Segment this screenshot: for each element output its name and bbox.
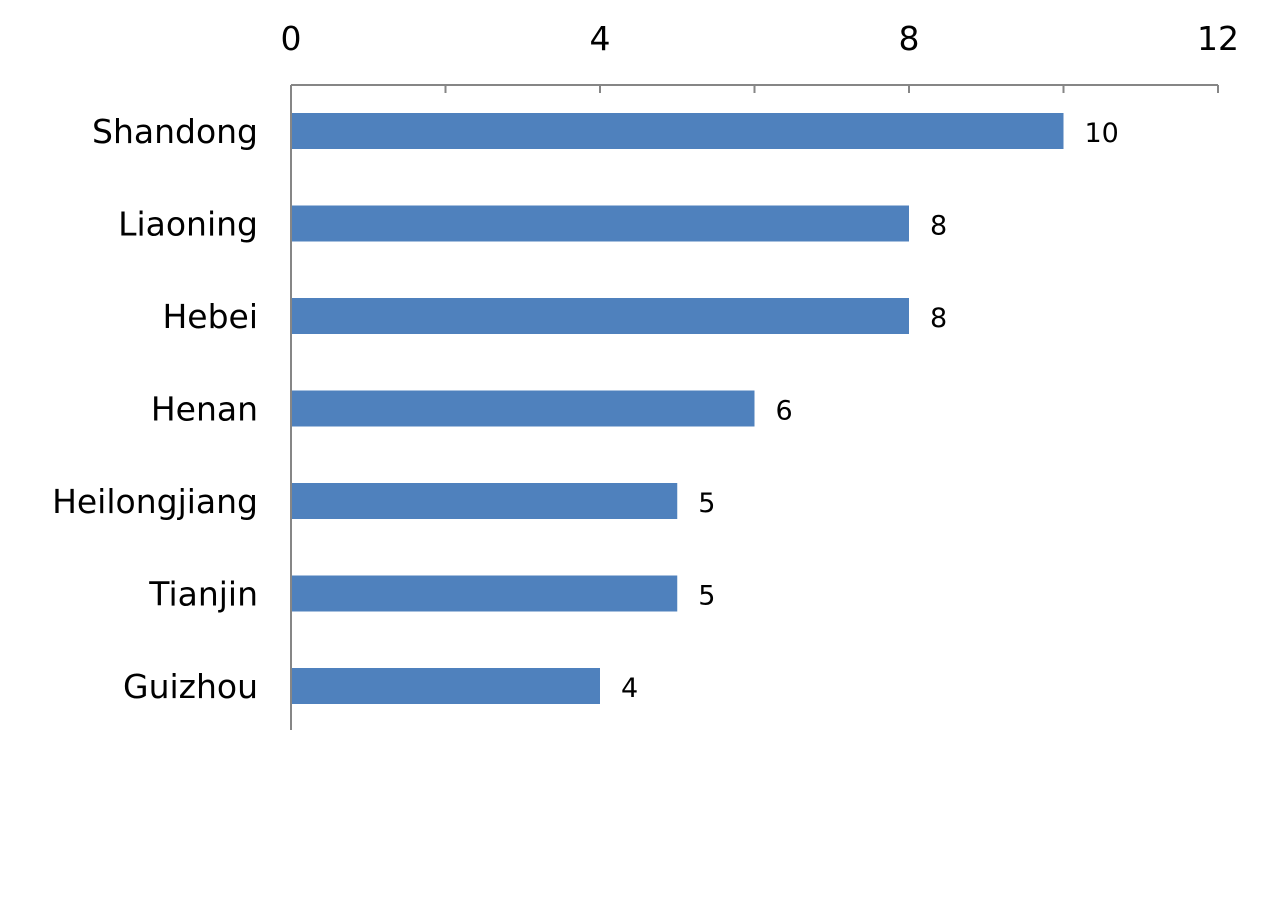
- bars-layer: [292, 113, 1064, 704]
- bar: [292, 113, 1064, 149]
- data-label: 8: [930, 303, 947, 334]
- bar: [292, 668, 600, 704]
- bar: [292, 205, 909, 242]
- category-label: Liaoning: [118, 205, 258, 244]
- bar: [292, 298, 909, 334]
- category-label: Henan: [151, 390, 258, 429]
- x-tick-label: 12: [1197, 19, 1239, 58]
- category-label: Guizhou: [123, 667, 258, 706]
- data-label: 5: [698, 581, 715, 612]
- data-label: 6: [776, 396, 793, 427]
- data-label: 5: [698, 488, 715, 519]
- category-label: Shandong: [92, 112, 258, 151]
- data-label: 4: [621, 673, 638, 704]
- x-tick-label: 4: [590, 19, 611, 58]
- bar: [292, 483, 678, 519]
- bar: [292, 390, 755, 427]
- category-label: Hebei: [162, 297, 258, 336]
- data-label: 10: [1085, 118, 1119, 149]
- x-tick-label: 8: [899, 19, 920, 58]
- axis-layer: 0 4 8 12: [281, 19, 1239, 730]
- labels-layer: Shandong 10 Liaoning 8 Hebei 8 Henan 6 Heilongji…: [52, 112, 1119, 706]
- bar: [292, 575, 678, 612]
- category-label: Heilongjiang: [52, 482, 258, 521]
- data-label: 8: [930, 211, 947, 242]
- category-label: Tianjin: [148, 575, 258, 614]
- x-tick-label: 0: [281, 19, 302, 58]
